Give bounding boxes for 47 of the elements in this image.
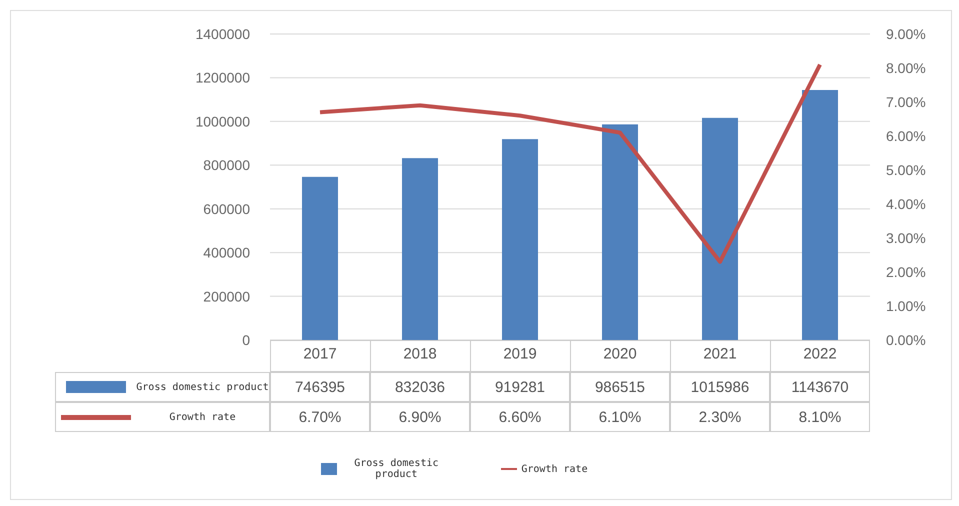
bar — [302, 176, 338, 340]
x-tick-label: 2019 — [503, 346, 537, 363]
y-tick-label: 200000 — [203, 288, 250, 304]
legend-label: Growth rate — [521, 464, 588, 474]
bar — [502, 139, 538, 340]
y-tick-label: 1200000 — [195, 70, 250, 86]
y2-tick-label: 7.00% — [886, 94, 926, 110]
y-tick-label: 400000 — [203, 244, 250, 261]
data-label: 986515 — [570, 372, 670, 402]
bar — [402, 158, 438, 340]
data-label: 1143670 — [770, 372, 870, 402]
text: Gross domestic product — [136, 382, 269, 392]
line-series — [318, 62, 822, 264]
y-tick-label: 800000 — [203, 157, 250, 174]
y2-tick-label: 2.00% — [886, 264, 926, 280]
y2-tick-label: 4.00% — [886, 196, 926, 212]
y2-tick-label: 0.00% — [886, 332, 926, 348]
x-tick-label: 2021 — [703, 346, 737, 363]
y2-tick-label: 6.00% — [886, 128, 926, 144]
bar — [702, 118, 738, 340]
data-label: 6.60% — [470, 402, 570, 432]
y2-tick-label: 3.00% — [886, 230, 926, 246]
data-label: 6.10% — [570, 402, 670, 432]
data-label: 1015986 — [670, 372, 770, 402]
x-tick-label: 2022 — [803, 346, 837, 363]
data-label: 832036 — [370, 372, 470, 402]
y2-tick-label: 5.00% — [886, 162, 926, 178]
data-label: 6.90% — [370, 402, 470, 432]
y2-tick-label: 1.00% — [886, 298, 926, 314]
y-tick-label: 1400000 — [195, 26, 250, 42]
x-tick-label: 2020 — [603, 346, 637, 363]
y2-tick-label: 9.00% — [886, 26, 926, 42]
data-label: 746395 — [270, 372, 370, 402]
y2-tick-label: 8.00% — [886, 60, 926, 76]
legend-label: Gross domestic product — [353, 458, 440, 480]
y-tick-label: 600000 — [203, 200, 250, 217]
data-label: 919281 — [470, 372, 570, 402]
y-tick-label: 1000000 — [195, 113, 250, 130]
bar — [602, 124, 638, 340]
data-label: 2.30% — [670, 402, 770, 432]
text: Growth rate — [169, 412, 236, 422]
data-label: 8.10% — [770, 402, 870, 432]
x-tick-label: 2017 — [303, 346, 337, 363]
data-label: 6.70% — [270, 402, 370, 432]
bar — [802, 90, 838, 340]
y-tick-label: 0 — [242, 332, 250, 348]
x-tick-label: 2018 — [403, 346, 437, 363]
